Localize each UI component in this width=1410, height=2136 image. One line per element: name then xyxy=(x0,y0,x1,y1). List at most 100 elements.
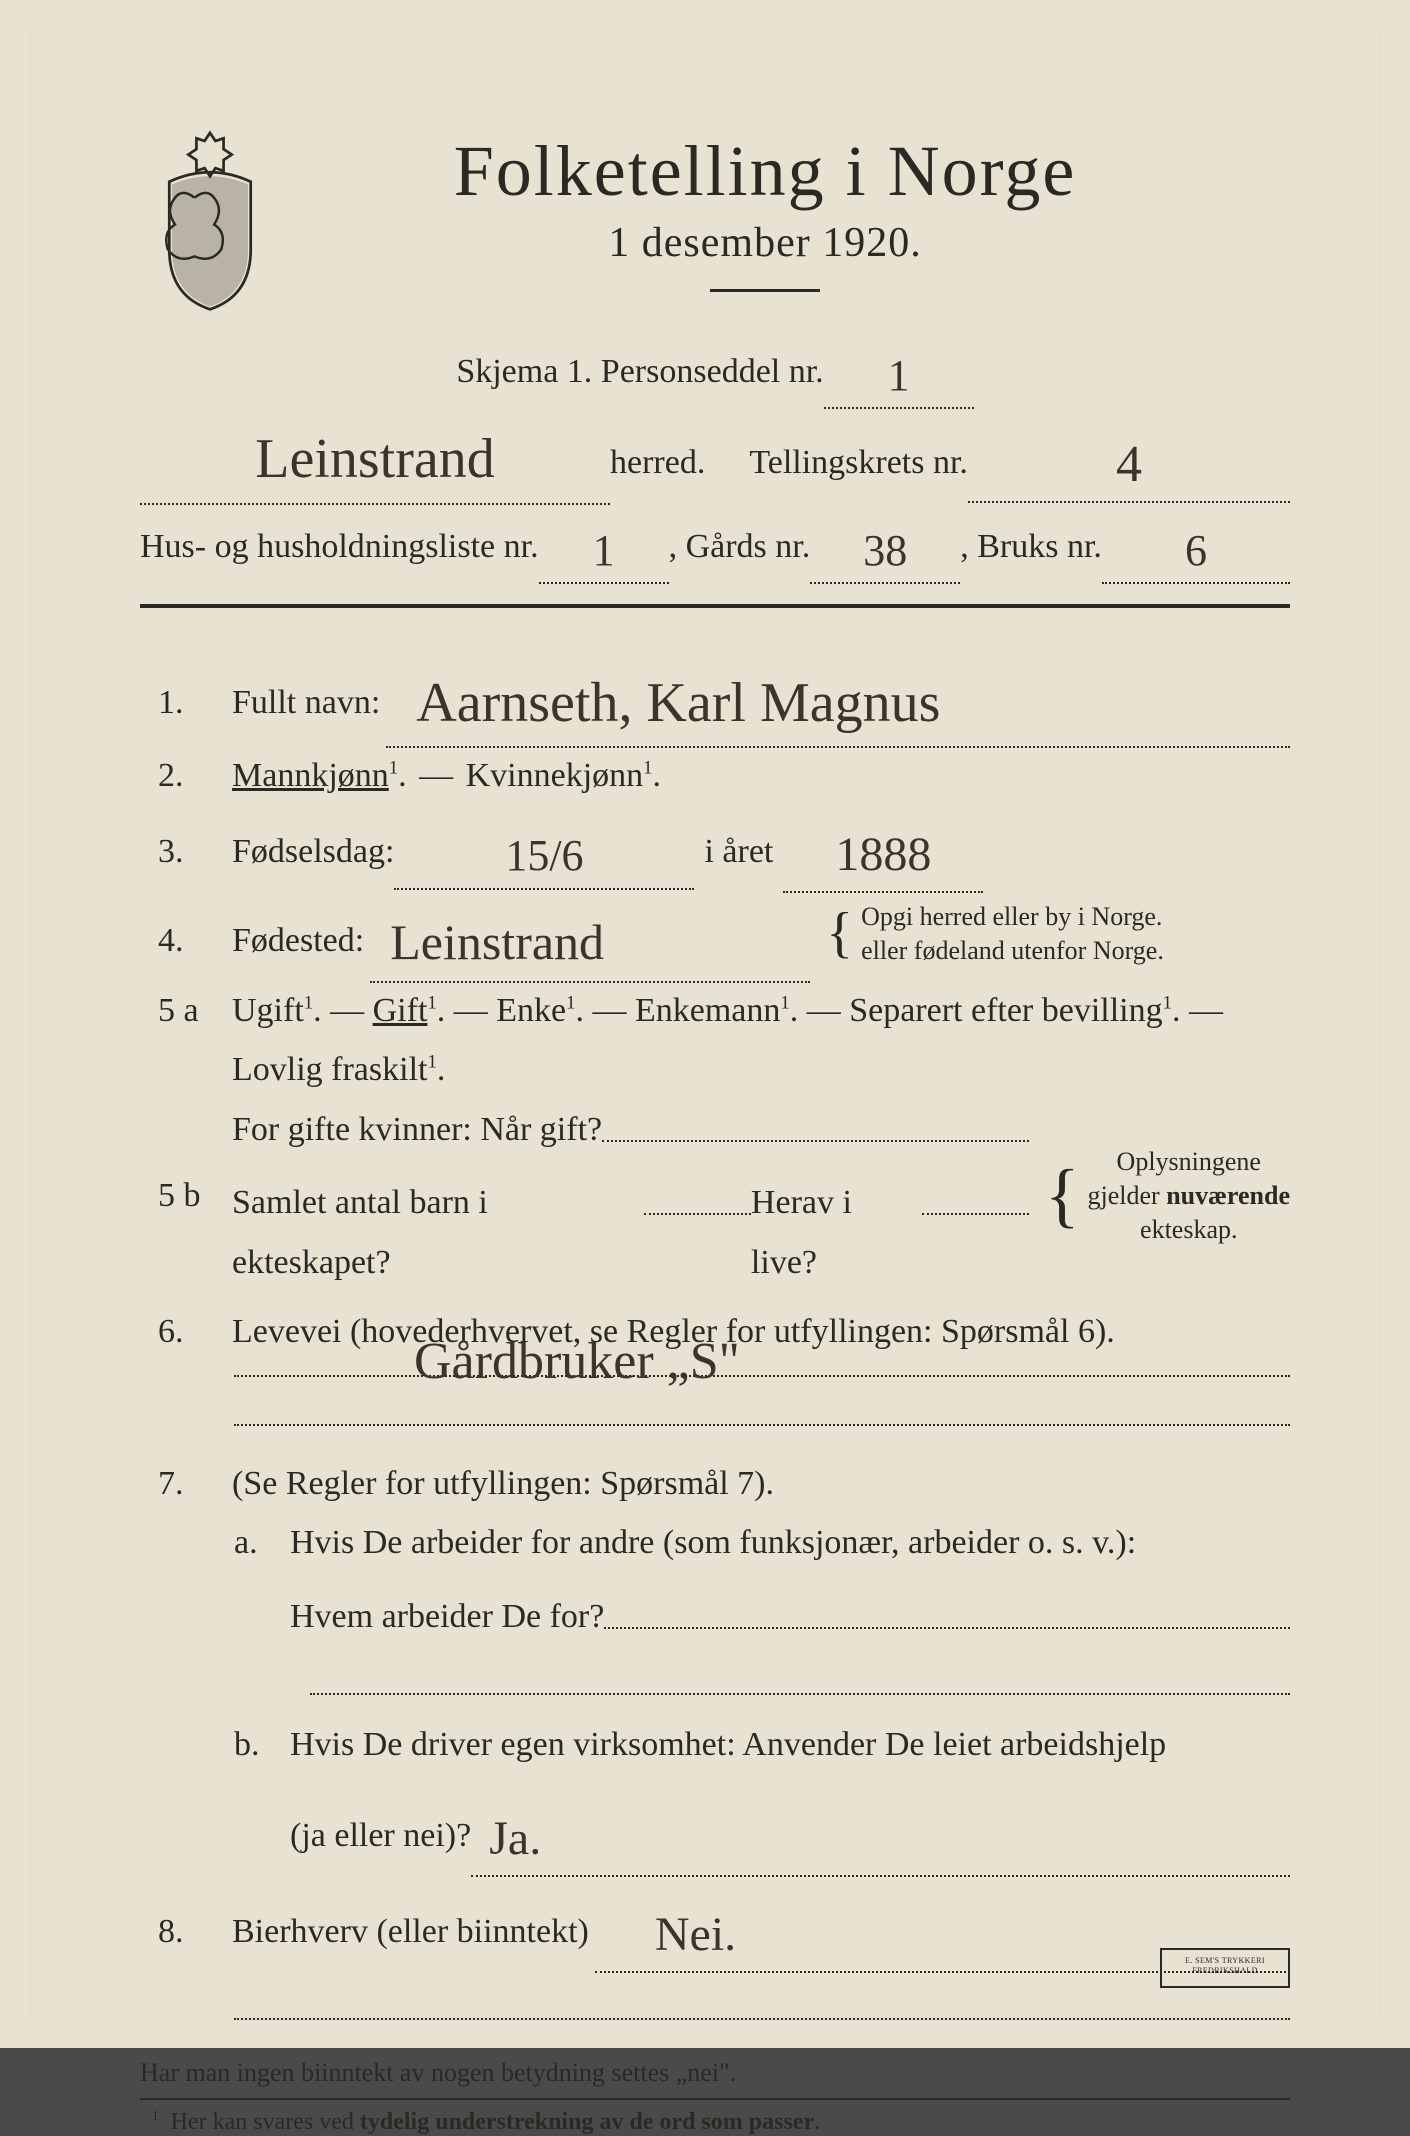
form-title: Folketelling i Norge xyxy=(300,130,1230,213)
crest-icon xyxy=(140,122,280,312)
q6-line1: Gårdbruker „S" xyxy=(234,1374,1290,1377)
q8-value: Nei. xyxy=(595,1908,736,1961)
husliste-label: Hus- og husholdningsliste nr. xyxy=(140,519,539,575)
q2-male: Mannkjønn xyxy=(232,757,389,794)
q8-label: Bierhverv (eller biinntekt) xyxy=(232,1902,589,1962)
q5a: 5 a Ugift1. — Gift1. — Enke1. — Enkemann… xyxy=(158,981,1290,1100)
q7b-field: Ja. xyxy=(471,1791,1290,1877)
q1-num: 1. xyxy=(158,673,232,733)
printer-stamp: E. SEM'S TRYKKERI FREDRIKSHALD xyxy=(1160,1948,1290,1988)
q4-note: { Opgi herred eller by i Norge. eller fø… xyxy=(826,900,1164,968)
form-subtitle: 1 desember 1920. xyxy=(300,219,1230,267)
q5b-field3 xyxy=(922,1176,1029,1215)
bruks-label: , Bruks nr. xyxy=(960,519,1102,575)
q5b-note: { Oplysningene gjelder nuværende ekteska… xyxy=(1045,1145,1290,1246)
q5a-num: 5 a xyxy=(158,981,232,1041)
q7a-line2: Hvem arbeider De for? xyxy=(290,1587,604,1647)
skjema-label: Skjema 1. Personseddel nr. xyxy=(456,344,823,400)
q4-note-l1: Opgi herred eller by i Norge. xyxy=(861,902,1162,931)
q3-year-field: 1888 xyxy=(783,807,983,893)
herred-label: herred. xyxy=(610,435,705,491)
q3: 3. Fødselsdag: 15/6 i året 1888 xyxy=(158,805,1290,891)
footer-note: Har man ingen biinntekt av nogen betydni… xyxy=(140,2058,1290,2088)
q6-label: Levevei (hovederhvervet, se Regler for u… xyxy=(232,1302,1290,1362)
q7a-line1: Hvis De arbeider for andre (som funksjon… xyxy=(290,1524,1136,1561)
q7-num: 7. xyxy=(158,1454,232,1514)
q3-date-field: 15/6 xyxy=(394,811,694,890)
ident-row-1: Skjema 1. Personseddel nr. 1 xyxy=(140,332,1290,407)
q5a-opt-enkemann: Enkemann xyxy=(635,992,780,1029)
q1-field: Aarnseth, Karl Magnus xyxy=(386,648,1290,748)
gards-label: , Gårds nr. xyxy=(669,519,811,575)
herred-field: Leinstrand xyxy=(140,411,610,505)
gards-nr: 38 xyxy=(863,526,907,575)
q5b-field2 xyxy=(644,1176,751,1215)
q1: 1. Fullt navn: Aarnseth, Karl Magnus xyxy=(158,646,1290,746)
q2-female: Kvinnekjønn xyxy=(466,757,644,794)
q7: 7. (Se Regler for utfyllingen: Spørsmål … xyxy=(158,1454,1290,1514)
q1-value: Aarnseth, Karl Magnus xyxy=(386,672,940,734)
q7a-num: a. xyxy=(234,1513,290,1573)
bruks-field: 6 xyxy=(1102,509,1290,584)
q7b: b. Hvis De driver egen virksomhet: Anven… xyxy=(234,1715,1290,1875)
tellingskrets-nr: 4 xyxy=(1116,436,1142,493)
footer-rule xyxy=(140,2098,1290,2100)
q5b-num: 5 b xyxy=(158,1166,232,1226)
q5a-body: Ugift1. — Gift1. — Enke1. — Enkemann1. —… xyxy=(232,981,1290,1100)
personseddel-nr: 1 xyxy=(888,351,910,400)
q4-note-l2: eller fødeland utenfor Norge. xyxy=(861,936,1164,965)
q7b-line1: Hvis De driver egen virksomhet: Anvender… xyxy=(290,1726,1166,1763)
herred-value: Leinstrand xyxy=(255,428,494,490)
husliste-nr: 1 xyxy=(593,526,615,575)
tellingskrets-label: Tellingskrets nr. xyxy=(749,435,968,491)
q8-line2 xyxy=(234,2017,1290,2020)
ident-row-2: Leinstrand herred. Tellingskrets nr. 4 xyxy=(140,409,1290,503)
q5b-note-l2: gjelder nuværende xyxy=(1088,1181,1290,1210)
q7a: a. Hvis De arbeider for andre (som funks… xyxy=(234,1513,1290,1646)
q7b-line2: (ja eller nei)? xyxy=(290,1806,471,1866)
q5a-opt-separert: Separert efter bevilling xyxy=(849,992,1162,1029)
q2-dash: — xyxy=(415,757,466,794)
q5a-opt-fraskilt: Lovlig fraskilt xyxy=(232,1051,427,1088)
header-divider xyxy=(140,604,1290,608)
q3-label: Fødselsdag: xyxy=(232,822,394,882)
census-form-page: Folketelling i Norge 1 desember 1920. Sk… xyxy=(0,0,1410,2048)
form-header: Folketelling i Norge 1 desember 1920. xyxy=(140,110,1290,328)
q4: 4. Fødested: Leinstrand { Opgi herred el… xyxy=(158,891,1290,981)
q1-label: Fullt navn: xyxy=(232,673,380,733)
q7b-value: Ja. xyxy=(471,1812,541,1865)
q5a-opt-gift: Gift xyxy=(373,992,428,1029)
q4-value: Leinstrand xyxy=(370,914,604,970)
q3-date: 15/6 xyxy=(505,831,583,880)
q8: 8. Bierhverv (eller biinntekt) Nei. xyxy=(158,1885,1290,1971)
q4-num: 4. xyxy=(158,911,232,971)
q3-mid: i året xyxy=(694,822,783,882)
footnote-1-text: Her kan svares ved tydelig understreknin… xyxy=(171,2109,821,2135)
title-rule xyxy=(710,289,820,292)
q7-label: (Se Regler for utfyllingen: Spørsmål 7). xyxy=(232,1454,1290,1514)
gards-field: 38 xyxy=(810,509,960,584)
q3-num: 3. xyxy=(158,822,232,882)
personseddel-nr-field: 1 xyxy=(824,334,974,409)
q5b-label2: Samlet antal barn i ekteskapet? xyxy=(232,1173,644,1292)
q5a-opt-enke: Enke xyxy=(496,992,566,1029)
q7a-field xyxy=(604,1589,1290,1628)
footnote-1: 1 Her kan svares ved tydelig understrekn… xyxy=(140,2108,1290,2136)
q5b: 5 b For gifte kvinner: Når gift? Samlet … xyxy=(158,1100,1290,1293)
q5b-note-l3: ekteskap. xyxy=(1140,1215,1237,1244)
q5b-note-l1: Oplysningene xyxy=(1117,1147,1261,1176)
q8-num: 8. xyxy=(158,1902,232,1962)
bruks-nr: 6 xyxy=(1185,526,1207,575)
q4-field: Leinstrand xyxy=(370,893,810,983)
q5b-field1 xyxy=(602,1102,1029,1141)
ident-row-3: Hus- og husholdningsliste nr. 1 , Gårds … xyxy=(140,507,1290,582)
tellingskrets-field: 4 xyxy=(968,416,1290,504)
q6-num: 6. xyxy=(158,1302,232,1362)
husliste-field: 1 xyxy=(539,509,669,584)
q7b-num: b. xyxy=(234,1715,290,1775)
q2: 2. Mannkjønn1. — Kvinnekjønn1. xyxy=(158,746,1290,806)
q2-num: 2. xyxy=(158,746,232,806)
q4-label: Fødested: xyxy=(232,911,364,971)
q5a-opt-ugift: Ugift xyxy=(232,992,304,1029)
q5b-label1: For gifte kvinner: Når gift? xyxy=(232,1100,602,1160)
